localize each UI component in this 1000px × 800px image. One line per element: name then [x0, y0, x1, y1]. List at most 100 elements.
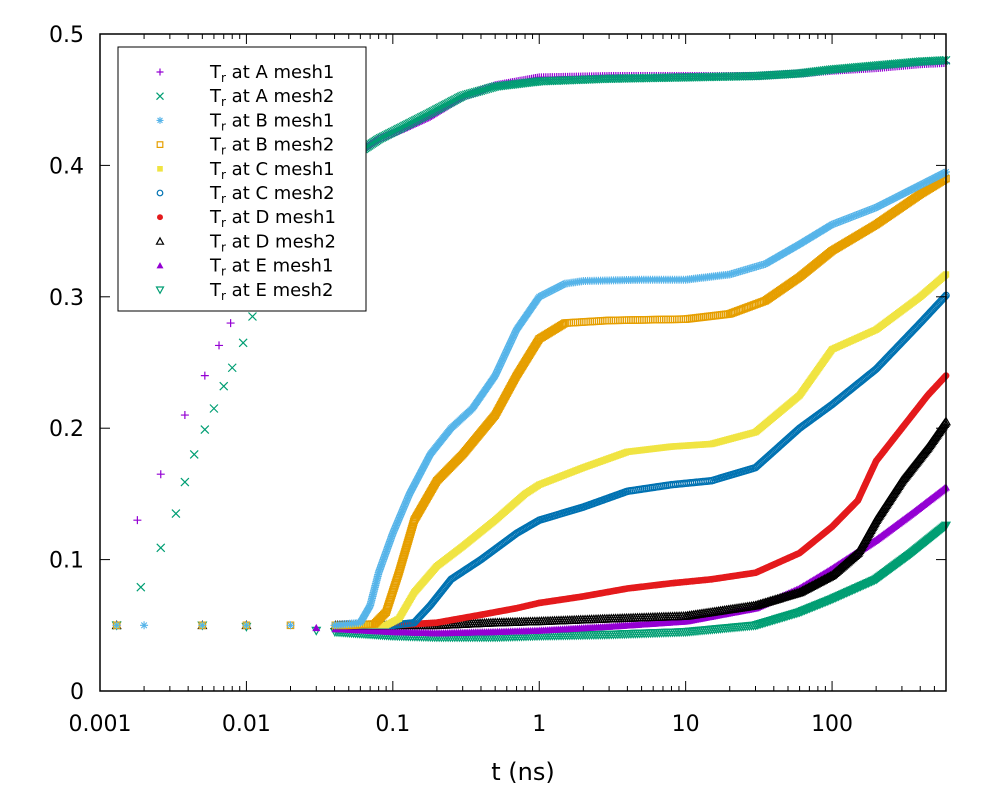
trail-point: [839, 216, 848, 225]
trail-point: [724, 72, 734, 81]
trail-point: [849, 212, 858, 221]
trail-point: [661, 73, 671, 83]
trail-point: [354, 618, 363, 627]
trail-point: [837, 216, 846, 225]
trail-point: [404, 493, 413, 502]
trail-point: [403, 494, 412, 503]
trail-point: [577, 277, 586, 286]
trail-point: [646, 73, 656, 83]
trail-point: [624, 73, 634, 83]
trail-point: [392, 521, 401, 530]
data-point: [238, 338, 248, 348]
trail-point: [633, 316, 642, 324]
trail-point: [487, 83, 496, 93]
trail-point: [676, 73, 686, 82]
trail-point: [677, 315, 686, 324]
trail-point: [633, 73, 642, 83]
legend-marker: [156, 116, 164, 124]
x-tick-label: 0.1: [375, 712, 410, 737]
trail-point: [679, 72, 688, 82]
x-tick-label: 1: [532, 712, 546, 737]
trail-point: [941, 272, 948, 279]
trail-point: [867, 205, 876, 214]
trail-point: [662, 315, 670, 324]
trail-point: [650, 73, 660, 83]
trail-point: [668, 315, 677, 324]
data-point: [388, 529, 397, 538]
trail-point: [831, 219, 840, 228]
x-tick-label: 10: [672, 712, 700, 737]
data-point: [180, 411, 189, 420]
series-tr-at-a-mesh2: [112, 55, 951, 630]
trail-point: [601, 316, 609, 325]
data-point: [198, 621, 207, 630]
x-tick-label: 0.01: [222, 712, 271, 737]
trail-point: [940, 168, 949, 177]
trail-point: [511, 327, 520, 336]
trail-point: [705, 72, 715, 82]
trail-point: [599, 317, 607, 325]
trail-point: [940, 417, 951, 427]
trail-point: [635, 316, 644, 324]
trail-point: [865, 205, 874, 214]
trail-point: [733, 71, 743, 81]
trail-point: [692, 72, 701, 82]
trail-point: [455, 454, 464, 462]
trail-point: [644, 73, 653, 83]
trail-point: [384, 542, 393, 551]
trail-point: [737, 71, 747, 81]
trail-point: [387, 534, 396, 543]
legend-marker: [156, 92, 164, 101]
trail-point: [716, 72, 726, 82]
trail-point: [644, 315, 653, 324]
trail-point: [631, 316, 640, 324]
trail-point: [640, 316, 648, 324]
trail-point: [863, 206, 872, 215]
trail-point: [621, 488, 630, 496]
trail-point: [573, 318, 582, 327]
trail-point: [511, 328, 520, 337]
trail-point: [582, 318, 590, 326]
trail-point: [731, 71, 741, 81]
trail-point: [504, 342, 513, 351]
legend-marker: [156, 141, 164, 149]
trail-point: [687, 72, 697, 82]
trail-point: [626, 73, 636, 83]
legend-marker: [156, 68, 164, 76]
trail-point: [852, 211, 861, 220]
trail-point: [592, 317, 601, 326]
data-point: [136, 582, 146, 592]
y-tick-label: 0.1: [49, 549, 84, 574]
trail-point: [842, 214, 851, 223]
trail-point: [637, 73, 647, 83]
trail-point: [385, 537, 394, 546]
trail-point: [706, 440, 713, 448]
data-point: [215, 341, 224, 350]
trail-point: [635, 275, 644, 284]
trail-point: [703, 72, 712, 82]
trail-point: [679, 315, 688, 323]
trail-point: [503, 345, 512, 354]
trail-point: [615, 74, 625, 83]
trail-point: [651, 315, 659, 324]
trail-point: [618, 316, 627, 325]
trail-point: [622, 73, 632, 83]
trail-point: [611, 74, 621, 83]
trail-point: [391, 523, 400, 532]
data-point: [156, 543, 166, 553]
trail-point: [388, 530, 397, 539]
trail-point: [672, 73, 682, 82]
trail-point: [664, 315, 672, 324]
y-tick-label: 0.3: [49, 286, 84, 311]
trail-point: [607, 316, 616, 325]
trail-point: [500, 351, 509, 360]
trail-point: [383, 544, 392, 553]
trail-point: [613, 74, 623, 83]
trail-point: [380, 622, 387, 629]
trail-point: [614, 316, 622, 325]
trail-point: [365, 603, 374, 612]
trail-point: [600, 74, 610, 84]
trail-point: [616, 316, 624, 325]
trail-point: [700, 72, 710, 82]
